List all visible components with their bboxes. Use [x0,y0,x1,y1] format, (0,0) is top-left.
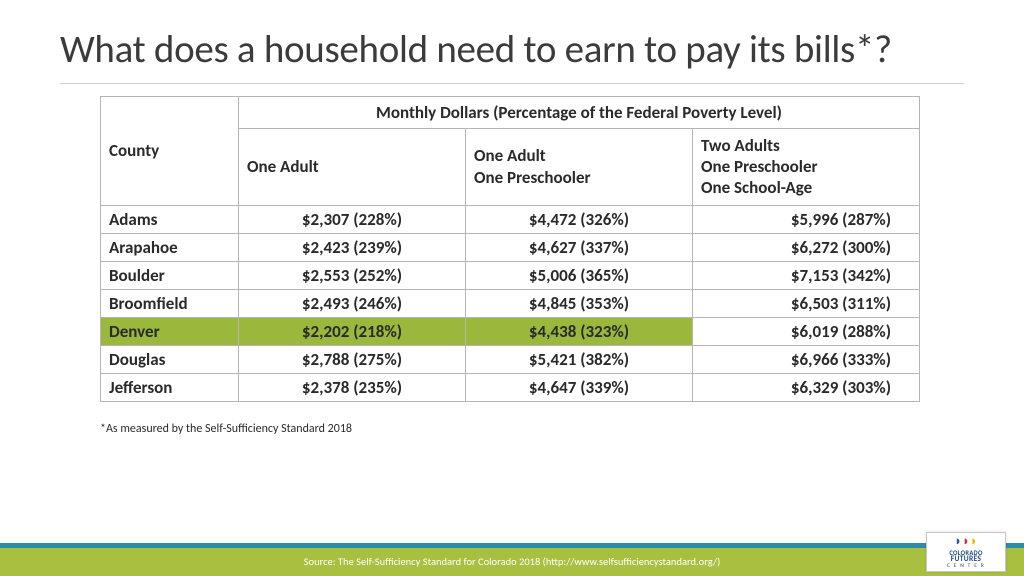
cell-one-adult: $2,378 (235%) [239,373,466,401]
cell-two-adults: $5,996 (287%) [693,205,920,233]
logo-mark-icon: ◗◗◗ [954,535,978,548]
cell-two-adults: $7,153 (342%) [693,261,920,289]
footnote: *As measured by the Self-Sufficiency Sta… [100,422,964,436]
slide: What does a household need to earn to pa… [0,0,1024,576]
cell-one-adult: $2,307 (228%) [239,205,466,233]
cell-county: Broomfield [101,289,239,317]
table-row: Denver$2,202 (218%)$4,438 (323%)$6,019 (… [101,317,920,345]
cell-one-adult: $2,553 (252%) [239,261,466,289]
cell-one-adult-one-preschooler: $4,627 (337%) [466,233,693,261]
cell-one-adult: $2,788 (275%) [239,345,466,373]
header-county: County [101,96,239,205]
cell-county: Jefferson [101,373,239,401]
cell-one-adult-one-preschooler: $5,006 (365%) [466,261,693,289]
cell-two-adults: $6,329 (303%) [693,373,920,401]
header-c2: One AdultOne Preschooler [466,128,693,205]
header-top: Monthly Dollars (Percentage of the Feder… [239,96,920,128]
table-row: Jefferson$2,378 (235%)$4,647 (339%)$6,32… [101,373,920,401]
page-title: What does a household need to earn to pa… [60,28,964,73]
cell-one-adult: $2,423 (239%) [239,233,466,261]
cell-two-adults: $6,966 (333%) [693,345,920,373]
title-underline [60,83,964,84]
cell-one-adult-one-preschooler: $4,438 (323%) [466,317,693,345]
source-text: Source: The Self-Sufficiency Standard fo… [304,555,721,568]
table-row: Arapahoe$2,423 (239%)$4,627 (337%)$6,272… [101,233,920,261]
footer-source: Source: The Self-Sufficiency Standard fo… [0,548,1024,576]
table-row: Douglas$2,788 (275%)$5,421 (382%)$6,966 … [101,345,920,373]
logo-colorado-futures: ◗◗◗ COLORADO FUTURES C E N T E R [926,532,1006,572]
data-table: County Monthly Dollars (Percentage of th… [100,96,920,402]
table-row: Broomfield$2,493 (246%)$4,845 (353%)$6,5… [101,289,920,317]
cell-one-adult-one-preschooler: $4,845 (353%) [466,289,693,317]
cell-county: Douglas [101,345,239,373]
cell-county: Arapahoe [101,233,239,261]
cell-two-adults: $6,272 (300%) [693,233,920,261]
header-c1: One Adult [239,128,466,205]
table-row: Adams$2,307 (228%)$4,472 (326%)$5,996 (2… [101,205,920,233]
footer: Source: The Self-Sufficiency Standard fo… [0,543,1024,576]
cell-county: Adams [101,205,239,233]
cell-two-adults: $6,503 (311%) [693,289,920,317]
cell-one-adult-one-preschooler: $4,472 (326%) [466,205,693,233]
cell-county: Denver [101,317,239,345]
cell-one-adult-one-preschooler: $4,647 (339%) [466,373,693,401]
table-row: Boulder$2,553 (252%)$5,006 (365%)$7,153 … [101,261,920,289]
header-c3: Two AdultsOne PreschoolerOne School-Age [693,128,920,205]
logo-line3: C E N T E R [947,564,985,570]
table-container: County Monthly Dollars (Percentage of th… [100,96,920,402]
cell-county: Boulder [101,261,239,289]
cell-one-adult-one-preschooler: $5,421 (382%) [466,345,693,373]
cell-two-adults: $6,019 (288%) [693,317,920,345]
cell-one-adult: $2,202 (218%) [239,317,466,345]
cell-one-adult: $2,493 (246%) [239,289,466,317]
